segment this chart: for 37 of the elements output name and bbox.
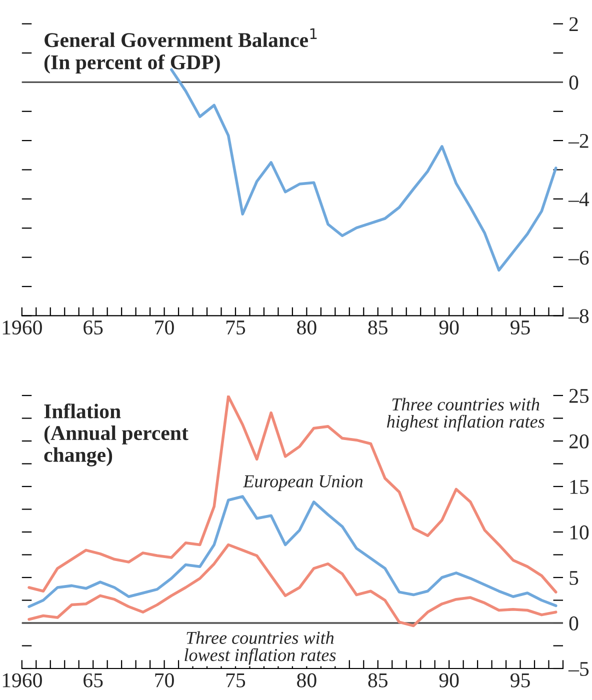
line-series xyxy=(28,495,558,608)
x-tick-label: 95 xyxy=(510,673,530,688)
y-tick-label: –5 xyxy=(568,662,589,676)
text: Inflation (Annual percent change) xyxy=(44,403,188,466)
x-tick-label: 80 xyxy=(297,673,316,688)
y-tick-label: –6 xyxy=(568,250,589,265)
y-tick-label: –8 xyxy=(568,309,589,324)
y-tick-label: 0 xyxy=(569,76,578,90)
y-tick-label: 20 xyxy=(569,434,589,448)
x-tick-label: 75 xyxy=(226,320,246,335)
y-tick-label: 15 xyxy=(570,480,589,494)
x-tick-label: 75 xyxy=(226,673,246,688)
text: Three countries with lowest inflation rates xyxy=(184,631,336,665)
chart-title: General Government Balance$^{1}$ (In percent of GDP) xyxy=(44,28,317,74)
y-tick-label: 2 xyxy=(569,17,578,32)
x-tick-label: 70 xyxy=(155,320,174,335)
line-series xyxy=(28,396,558,594)
x-tick-label: 1960 xyxy=(2,320,42,335)
x-tick-label: 90 xyxy=(439,320,459,335)
x-tick-label: 85 xyxy=(368,673,388,688)
x-tick-label: 65 xyxy=(84,320,103,335)
x-tick-label: 90 xyxy=(439,673,459,688)
y-tick-label: 10 xyxy=(570,525,589,540)
x-tick-label: 95 xyxy=(510,320,530,335)
series-label: Three countries with highest inflation rates xyxy=(387,398,544,432)
line-series xyxy=(28,543,558,628)
y-tick-label: –4 xyxy=(568,192,590,206)
y-tick-label: 25 xyxy=(569,388,589,403)
series-label: European Union xyxy=(242,475,363,492)
y-tick-label: –2 xyxy=(568,134,588,148)
x-tick-label: 70 xyxy=(155,673,174,688)
y-tick-label: 0 xyxy=(569,616,578,630)
x-tick-label: 65 xyxy=(84,673,103,688)
x-tick-label: 85 xyxy=(368,320,388,335)
y-tick-label: 5 xyxy=(570,571,578,585)
x-tick-label: 1960 xyxy=(2,673,42,688)
x-tick-label: 80 xyxy=(297,320,316,335)
